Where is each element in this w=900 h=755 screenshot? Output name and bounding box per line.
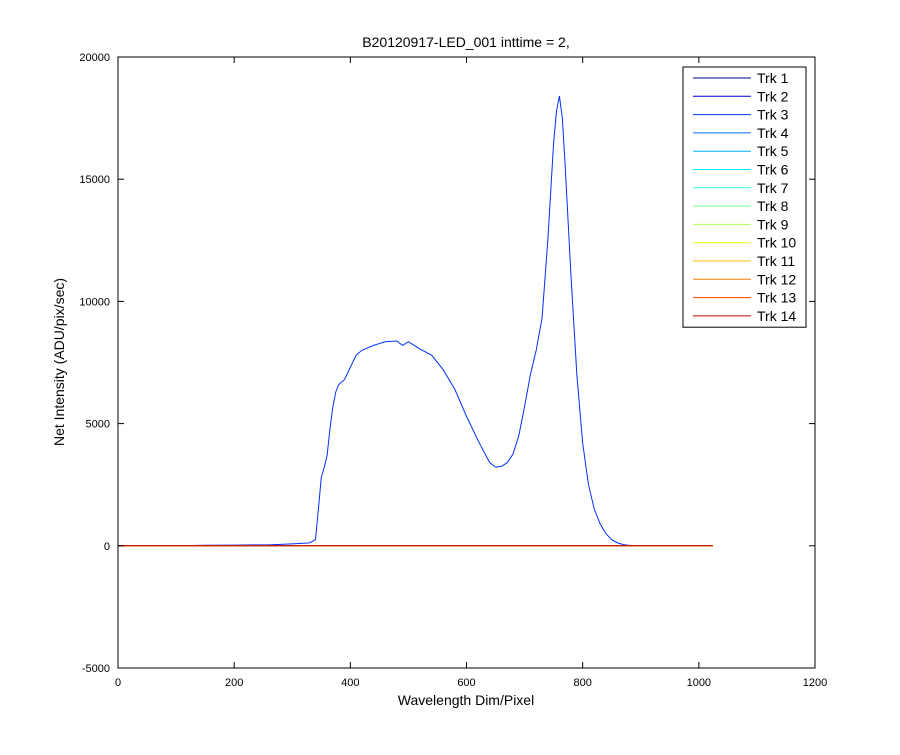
x-tick-label: 600 [457, 677, 475, 689]
x-tick-label: 0 [115, 677, 121, 689]
legend-label: Trk 7 [757, 180, 789, 196]
axis-layer: 0 200 400 600 800 1000 1200 -5000 0 5000 10000 1500… [79, 52, 827, 689]
series-line-3 [118, 96, 713, 547]
y-axis-label: Net Intensity (ADU/pix/sec) [51, 278, 67, 446]
legend-label: Trk 13 [757, 290, 796, 306]
y-tick-label: 0 [104, 541, 110, 553]
y-tick-label: -5000 [82, 663, 110, 675]
legend-label: Trk 2 [757, 88, 789, 104]
y-tick-label: 5000 [86, 419, 110, 431]
x-tick-label: 200 [225, 677, 243, 689]
legend-label: Trk 9 [757, 216, 789, 232]
chart-title: B20120917-LED_001 inttime = 2, [362, 34, 569, 50]
legend-label: Trk 1 [757, 70, 789, 86]
x-tick-label: 1200 [803, 677, 827, 689]
series-layer [118, 96, 713, 547]
y-tick-label: 15000 [79, 174, 110, 186]
x-tick-label: 400 [341, 677, 359, 689]
legend-label: Trk 3 [757, 107, 789, 123]
legend-label: Trk 6 [757, 162, 789, 178]
legend-label: Trk 4 [757, 125, 789, 141]
legend-label: Trk 14 [757, 308, 796, 324]
axes-frame [117, 56, 816, 669]
y-tick-label: 10000 [79, 296, 110, 308]
legend-label: Trk 11 [757, 253, 795, 269]
legend-label: Trk 5 [757, 143, 789, 159]
y-tick-label: 20000 [79, 52, 110, 64]
legend-label: Trk 8 [757, 198, 789, 214]
x-tick-label: 800 [573, 677, 591, 689]
legend-box [682, 66, 807, 328]
x-tick-label: 1000 [687, 677, 711, 689]
legend-label: Trk 10 [757, 235, 796, 251]
x-axis-label: Wavelength Dim/Pixel [398, 692, 534, 708]
legend-label: Trk 12 [757, 271, 796, 287]
legend: Trk 1 Trk 2 Trk 3 Trk 4 Trk 5 Trk 6 Trk 7 Trk 8… [682, 66, 807, 328]
